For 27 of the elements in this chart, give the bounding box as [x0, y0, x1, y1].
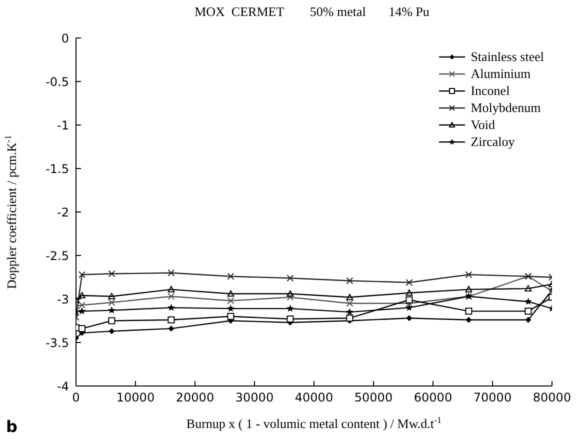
legend-label: Inconel [470, 82, 510, 98]
y-tick-label: -2.5 [46, 248, 69, 263]
y-tick-label: -4 [57, 379, 69, 394]
legend-label: Stainless steel [470, 48, 544, 64]
legend-label: Void [470, 116, 496, 132]
y-tick-label: -1.5 [46, 162, 69, 176]
y-tick-label: -2 [57, 205, 69, 220]
x-tick-label: 30000 [235, 390, 274, 405]
y-tick-label: -3.5 [46, 336, 69, 350]
legend-label: Molybdenum [470, 100, 541, 116]
x-tick-label: 70000 [473, 390, 512, 405]
y-tick-label: -0.5 [46, 74, 69, 89]
chart-title: MOX CERMET 50% metal 14% Pu [194, 4, 430, 20]
y-tick-label: -3 [57, 292, 69, 306]
x-tick-label: 80000 [532, 390, 572, 405]
x-tick-label: 40000 [294, 390, 334, 405]
x-tick-label: 60000 [414, 390, 452, 405]
x-tick-label: 0 [72, 390, 80, 405]
y-tick-label: -1 [57, 118, 69, 132]
text: b [6, 417, 18, 436]
legend-label: Aluminium [470, 66, 531, 82]
x-axis-title: Burnup x ( 1 - volumic metal content ) / Mw.d.t$^{-1}$ [186, 415, 442, 431]
legend-label: Zircaloy [470, 134, 515, 150]
x-tick-label: 50000 [354, 390, 393, 405]
x-tick-label: 10000 [116, 390, 155, 405]
x-tick-label: 20000 [176, 390, 214, 405]
y-tick-label: 0 [61, 31, 69, 46]
